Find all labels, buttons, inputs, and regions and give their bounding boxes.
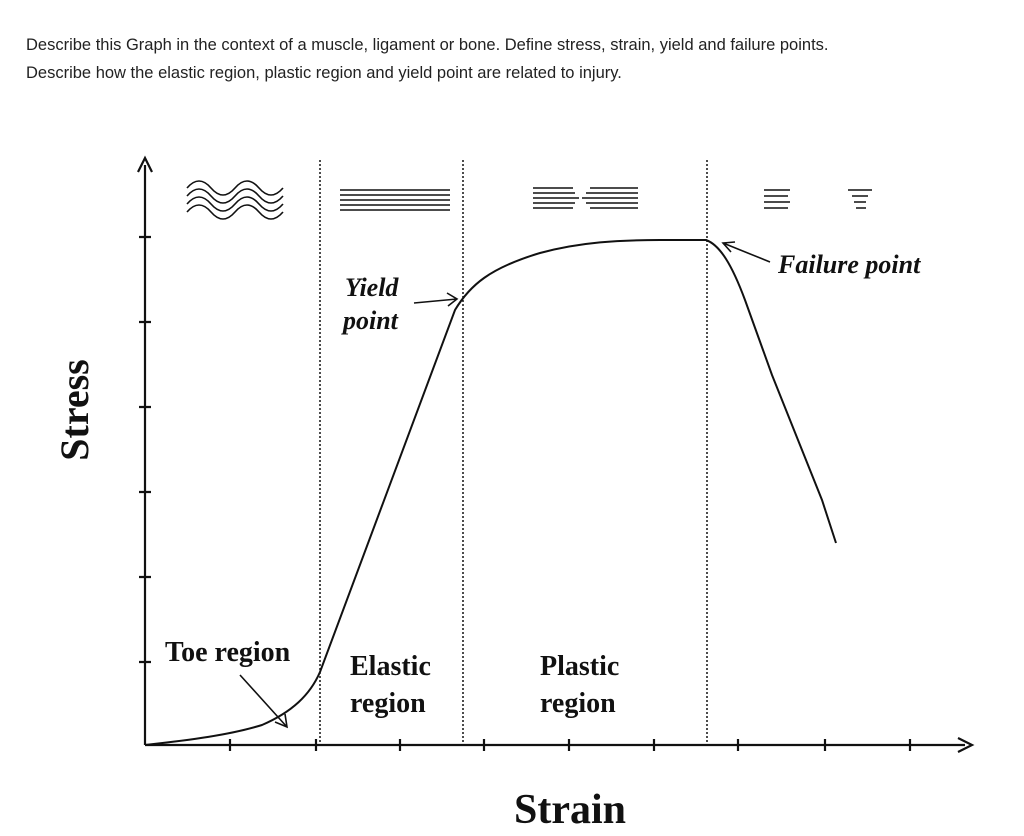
region-dividers <box>319 160 708 745</box>
axes <box>137 155 975 753</box>
question-line: Describe how the elastic region, plastic… <box>26 64 622 82</box>
plastic-region-label: region <box>540 688 616 719</box>
yield-point-label: Yield <box>345 273 399 302</box>
y-axis-label: Stress <box>52 359 97 460</box>
question-line: Describe this Graph in the context of a … <box>26 36 829 54</box>
stress-strain-curve <box>144 239 837 746</box>
plastic-region-label: Plastic <box>540 651 619 682</box>
elastic-region-label: Elastic <box>350 651 431 682</box>
yield-point-label: point <box>341 306 399 335</box>
fiber-icons <box>186 180 872 220</box>
failure-point-label: Failure point <box>777 250 921 279</box>
elastic-region-label: region <box>350 688 426 719</box>
toe-region-label: Toe region <box>165 637 291 668</box>
x-axis-label: Strain <box>514 787 626 833</box>
arrows <box>239 241 771 729</box>
